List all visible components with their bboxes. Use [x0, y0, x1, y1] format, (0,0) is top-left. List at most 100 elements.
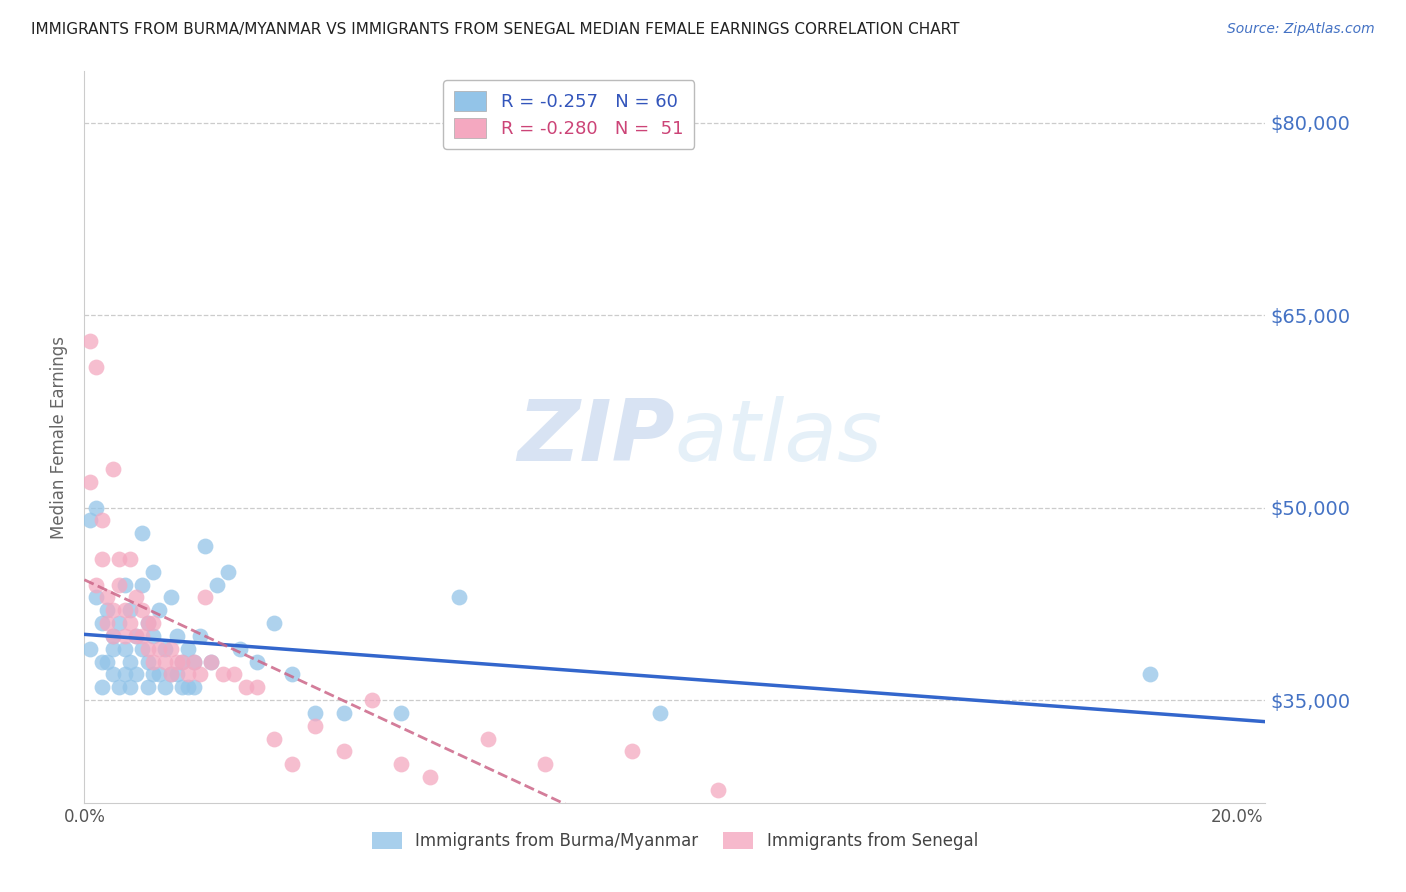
- Point: [136, 616, 159, 631]
- Point: [1139, 667, 1161, 681]
- Point: [534, 757, 557, 772]
- Point: [177, 641, 200, 656]
- Point: [153, 681, 176, 695]
- Point: [177, 667, 200, 681]
- Point: [84, 500, 107, 515]
- Point: [159, 667, 181, 681]
- Point: [148, 641, 170, 656]
- Point: [125, 629, 148, 643]
- Point: [131, 526, 153, 541]
- Point: [84, 577, 107, 591]
- Point: [120, 616, 142, 631]
- Point: [200, 655, 222, 669]
- Point: [101, 629, 124, 643]
- Point: [84, 591, 107, 605]
- Point: [90, 514, 112, 528]
- Point: [108, 552, 131, 566]
- Point: [477, 731, 499, 746]
- Point: [263, 731, 285, 746]
- Point: [79, 334, 101, 348]
- Point: [108, 577, 131, 591]
- Point: [332, 744, 354, 758]
- Point: [120, 552, 142, 566]
- Point: [332, 706, 354, 720]
- Point: [108, 681, 131, 695]
- Point: [131, 603, 153, 617]
- Point: [153, 641, 176, 656]
- Point: [96, 603, 118, 617]
- Point: [84, 359, 107, 374]
- Point: [101, 603, 124, 617]
- Point: [96, 655, 118, 669]
- Point: [153, 655, 176, 669]
- Point: [96, 591, 118, 605]
- Point: [79, 641, 101, 656]
- Point: [90, 655, 112, 669]
- Point: [361, 693, 384, 707]
- Point: [131, 577, 153, 591]
- Point: [159, 667, 181, 681]
- Point: [419, 770, 441, 784]
- Point: [79, 514, 101, 528]
- Point: [131, 629, 153, 643]
- Point: [96, 616, 118, 631]
- Point: [114, 577, 136, 591]
- Point: [281, 667, 304, 681]
- Point: [120, 681, 142, 695]
- Point: [142, 667, 165, 681]
- Point: [136, 655, 159, 669]
- Point: [211, 667, 233, 681]
- Point: [217, 565, 239, 579]
- Point: [101, 462, 124, 476]
- Point: [114, 667, 136, 681]
- Point: [101, 641, 124, 656]
- Point: [707, 783, 730, 797]
- Point: [159, 591, 181, 605]
- Point: [166, 629, 188, 643]
- Point: [90, 681, 112, 695]
- Point: [389, 757, 412, 772]
- Point: [131, 641, 153, 656]
- Point: [136, 641, 159, 656]
- Point: [90, 552, 112, 566]
- Point: [389, 706, 412, 720]
- Point: [108, 616, 131, 631]
- Point: [224, 667, 246, 681]
- Point: [166, 655, 188, 669]
- Point: [159, 641, 181, 656]
- Point: [142, 616, 165, 631]
- Point: [229, 641, 252, 656]
- Text: ZIP: ZIP: [517, 395, 675, 479]
- Point: [125, 591, 148, 605]
- Point: [114, 629, 136, 643]
- Point: [136, 681, 159, 695]
- Point: [183, 681, 205, 695]
- Point: [188, 667, 211, 681]
- Point: [142, 655, 165, 669]
- Point: [120, 603, 142, 617]
- Point: [136, 616, 159, 631]
- Point: [183, 655, 205, 669]
- Point: [172, 655, 194, 669]
- Point: [142, 629, 165, 643]
- Point: [79, 475, 101, 489]
- Text: atlas: atlas: [675, 395, 883, 479]
- Point: [148, 603, 170, 617]
- Point: [142, 565, 165, 579]
- Point: [114, 641, 136, 656]
- Point: [235, 681, 257, 695]
- Point: [447, 591, 470, 605]
- Point: [166, 667, 188, 681]
- Point: [183, 655, 205, 669]
- Point: [120, 655, 142, 669]
- Point: [101, 667, 124, 681]
- Point: [148, 667, 170, 681]
- Point: [194, 591, 217, 605]
- Point: [304, 719, 326, 733]
- Point: [304, 706, 326, 720]
- Point: [114, 603, 136, 617]
- Legend: Immigrants from Burma/Myanmar, Immigrants from Senegal: Immigrants from Burma/Myanmar, Immigrant…: [366, 825, 984, 856]
- Point: [125, 629, 148, 643]
- Text: IMMIGRANTS FROM BURMA/MYANMAR VS IMMIGRANTS FROM SENEGAL MEDIAN FEMALE EARNINGS : IMMIGRANTS FROM BURMA/MYANMAR VS IMMIGRA…: [31, 22, 959, 37]
- Point: [172, 655, 194, 669]
